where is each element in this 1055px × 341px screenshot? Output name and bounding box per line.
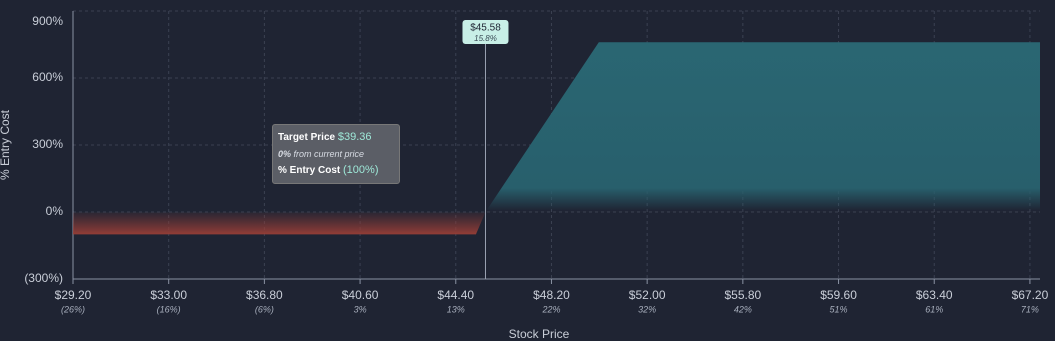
x-sublabel: 32%: [638, 304, 656, 314]
x-tick-label: $52.00: [629, 288, 666, 302]
y-tick-label: 0%: [46, 204, 64, 218]
x-tick-label: $48.20: [533, 288, 570, 302]
tooltip-change: 0%: [278, 149, 292, 159]
x-sublabel: 42%: [734, 304, 752, 314]
x-tick-label: $63.40: [916, 288, 953, 302]
x-tick-label: $55.80: [724, 288, 761, 302]
x-sublabel: 51%: [830, 304, 848, 314]
x-tick-label: $67.20: [1012, 288, 1049, 302]
x-sublabel: (16%): [157, 304, 181, 314]
y-tick-label: 900%: [32, 14, 63, 28]
x-sublabel: 71%: [1021, 304, 1039, 314]
x-tick-label: $40.60: [342, 288, 379, 302]
y-tick-label: 300%: [32, 137, 63, 151]
x-tick-label: $33.00: [150, 288, 187, 302]
x-sublabel: 22%: [541, 304, 560, 314]
marker-sublabel: 15.8%: [474, 34, 497, 43]
x-axis-label: Stock Price: [509, 327, 570, 341]
tooltip-title: Target Price: [278, 132, 336, 143]
x-sublabel: (26%): [61, 304, 85, 314]
y-axis-label: % Entry Cost: [0, 109, 12, 180]
x-tick-label: $44.40: [437, 288, 474, 302]
marker-label: $45.58: [470, 23, 501, 34]
x-sublabel: (6%): [255, 304, 274, 314]
payoff-area: [73, 42, 1040, 235]
tooltip-cost: (100%): [343, 164, 379, 176]
tooltip-change-text: from current price: [293, 149, 365, 159]
tooltip-price: $39.36: [337, 131, 372, 143]
x-sublabel: 3%: [354, 304, 367, 314]
y-tick-label: (300%): [24, 271, 63, 285]
tooltip-cost-label: % Entry Cost: [278, 165, 341, 176]
x-tick-label: $59.60: [820, 288, 857, 302]
x-tick-label: $29.20: [55, 288, 92, 302]
y-tick-label: 600%: [32, 70, 63, 84]
x-tick-label: $36.80: [246, 288, 283, 302]
x-sublabel: 13%: [447, 304, 465, 314]
tooltip: Target Price $39.36 0% from current pric…: [272, 124, 400, 184]
x-sublabel: 61%: [925, 304, 943, 314]
marker-box: [462, 20, 509, 44]
